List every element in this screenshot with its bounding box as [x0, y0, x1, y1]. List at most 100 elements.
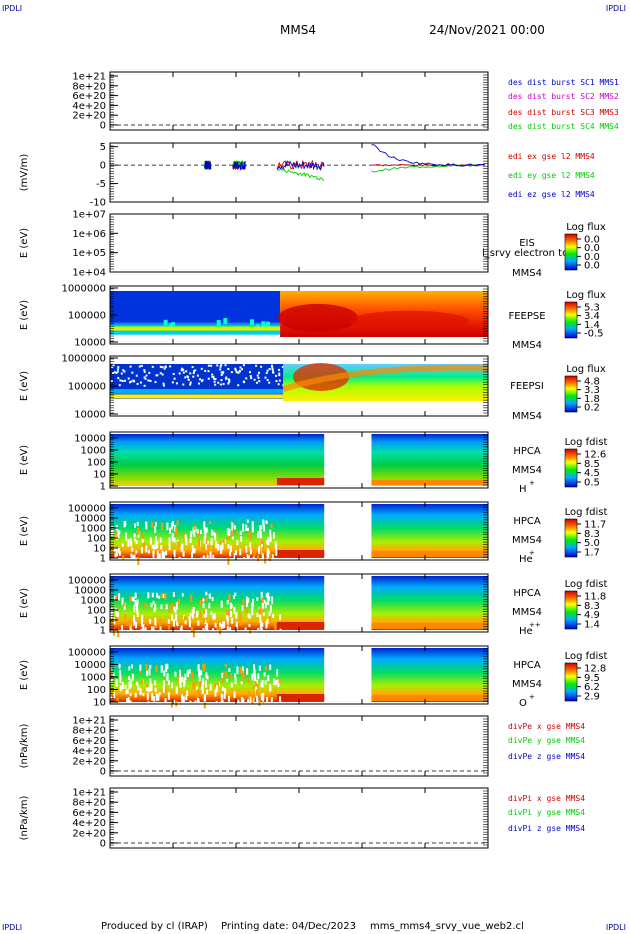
spectrogram-cell	[182, 371, 185, 374]
colorbar-tick-label: 8.3	[584, 529, 600, 540]
spectrogram-cell	[197, 664, 200, 672]
spectrogram-cell	[181, 593, 184, 597]
y-axis-label: E (eV)	[19, 660, 30, 690]
y-tick-label: 4e+20	[72, 818, 106, 829]
spectrogram-cell	[269, 534, 272, 542]
spectrogram-cell	[206, 549, 209, 556]
spectrogram-cell	[149, 664, 152, 669]
spectrogram-cell	[153, 623, 156, 629]
spectrogram-cell	[191, 545, 194, 549]
charge-label: +	[529, 693, 535, 701]
spectrogram-cell	[122, 602, 125, 607]
y-tick-label: 1000	[81, 446, 106, 457]
y-tick-label: 0	[100, 839, 106, 850]
spectrogram-cell	[249, 532, 252, 540]
spectrogram-cell	[140, 628, 143, 633]
spectrogram-cell	[192, 681, 195, 689]
spectrogram-cell	[198, 538, 201, 547]
spectrogram-cell	[110, 331, 281, 335]
spectrogram-cell	[189, 534, 192, 541]
spectrogram-cell	[252, 556, 255, 563]
colorbar-tick-label: 5.0	[584, 538, 600, 549]
spectrogram-cell	[212, 613, 215, 620]
spectrogram-cell	[196, 529, 199, 534]
spectrogram-cell	[175, 602, 178, 610]
spectrogram-cell	[274, 622, 277, 629]
spectrogram-cell	[158, 553, 161, 560]
spectrogram-cell	[116, 370, 119, 373]
spectrogram-cell	[232, 595, 235, 600]
spectrogram-cell	[246, 601, 249, 607]
spectrogram-cell	[206, 544, 209, 549]
spectrogram-cell	[138, 365, 141, 368]
y-tick-label: 0	[100, 767, 106, 778]
spectrogram-cell	[152, 550, 155, 558]
spectrogram-cell	[222, 371, 225, 374]
spectrogram-cell	[264, 680, 267, 685]
edi-trace	[232, 161, 246, 171]
spectrogram-cell	[222, 671, 225, 679]
y-tick-label: 100000	[68, 648, 106, 659]
spectrogram-cell	[195, 686, 198, 690]
spectrogram-cell	[220, 693, 223, 702]
spectrogram-cell	[206, 675, 209, 680]
spectrogram-cell	[168, 323, 173, 330]
spectrogram-cell	[110, 326, 281, 331]
spectrogram-cell	[166, 663, 169, 669]
spectrogram-cell	[241, 670, 244, 679]
spectrogram-cell	[164, 365, 167, 368]
spectrogram-cell	[200, 367, 203, 370]
spectrogram-cell	[279, 696, 282, 703]
spectrogram-cell	[131, 371, 134, 374]
spectrogram-cell	[210, 611, 213, 615]
spectrogram-cell	[139, 381, 142, 384]
spectrogram-cell	[177, 599, 180, 606]
spectrogram-cell	[173, 606, 176, 611]
spectrogram-cell	[260, 538, 263, 545]
spectrogram-cell	[168, 609, 171, 613]
spectrogram-cell	[111, 372, 114, 375]
spectrogram-cell	[216, 364, 219, 367]
spectrogram-cell	[213, 531, 216, 536]
spectrogram-cell	[236, 540, 239, 546]
spectrogram-cell	[172, 521, 175, 527]
spectrogram-cell	[246, 527, 249, 531]
spectrogram-cell	[154, 617, 157, 626]
legend-entry: edi ez gse l2 MMS4	[508, 190, 595, 199]
y-tick-label: 8e+20	[72, 726, 106, 737]
spectrogram-cell	[148, 371, 151, 374]
spectrogram-cell	[149, 537, 152, 545]
legend-entry: divPi z gse MMS4	[508, 824, 585, 833]
spectrogram-cell	[371, 624, 488, 629]
spectrogram-cell	[133, 620, 136, 626]
spectrogram-cell	[222, 540, 225, 545]
spectrogram-cell	[134, 692, 137, 698]
spectrogram-cell	[189, 383, 192, 386]
spectrogram-cell	[270, 523, 273, 529]
colorbar-tick-label: -0.5	[584, 329, 604, 340]
spectrogram-cell	[243, 557, 246, 561]
spectrogram-cell	[150, 603, 153, 608]
species-label: O	[519, 698, 527, 709]
spectrogram-cell	[158, 692, 161, 696]
spectrogram-cell	[143, 384, 146, 387]
spectrogram-cell	[110, 677, 113, 683]
spectrogram-cell	[110, 648, 325, 702]
y-tick-label: 1e+21	[72, 788, 106, 799]
spectrogram-cell	[230, 611, 233, 616]
spectrogram-cell	[208, 593, 211, 599]
spectrogram-cell	[159, 626, 162, 634]
spectrogram-cell	[251, 525, 254, 533]
plot-header: MMS4 24/Nov/2021 00:00	[280, 23, 545, 37]
spectrogram-cell	[216, 625, 219, 630]
colorbar-tick-label: 0.0	[584, 243, 600, 254]
spectrogram-cell	[279, 532, 282, 537]
spectrogram-cell	[172, 699, 175, 704]
spectrogram-cell	[203, 663, 206, 672]
y-tick-label: 1000	[81, 524, 106, 535]
spectrogram-cell	[189, 381, 192, 384]
spectrogram-cell	[164, 592, 167, 600]
